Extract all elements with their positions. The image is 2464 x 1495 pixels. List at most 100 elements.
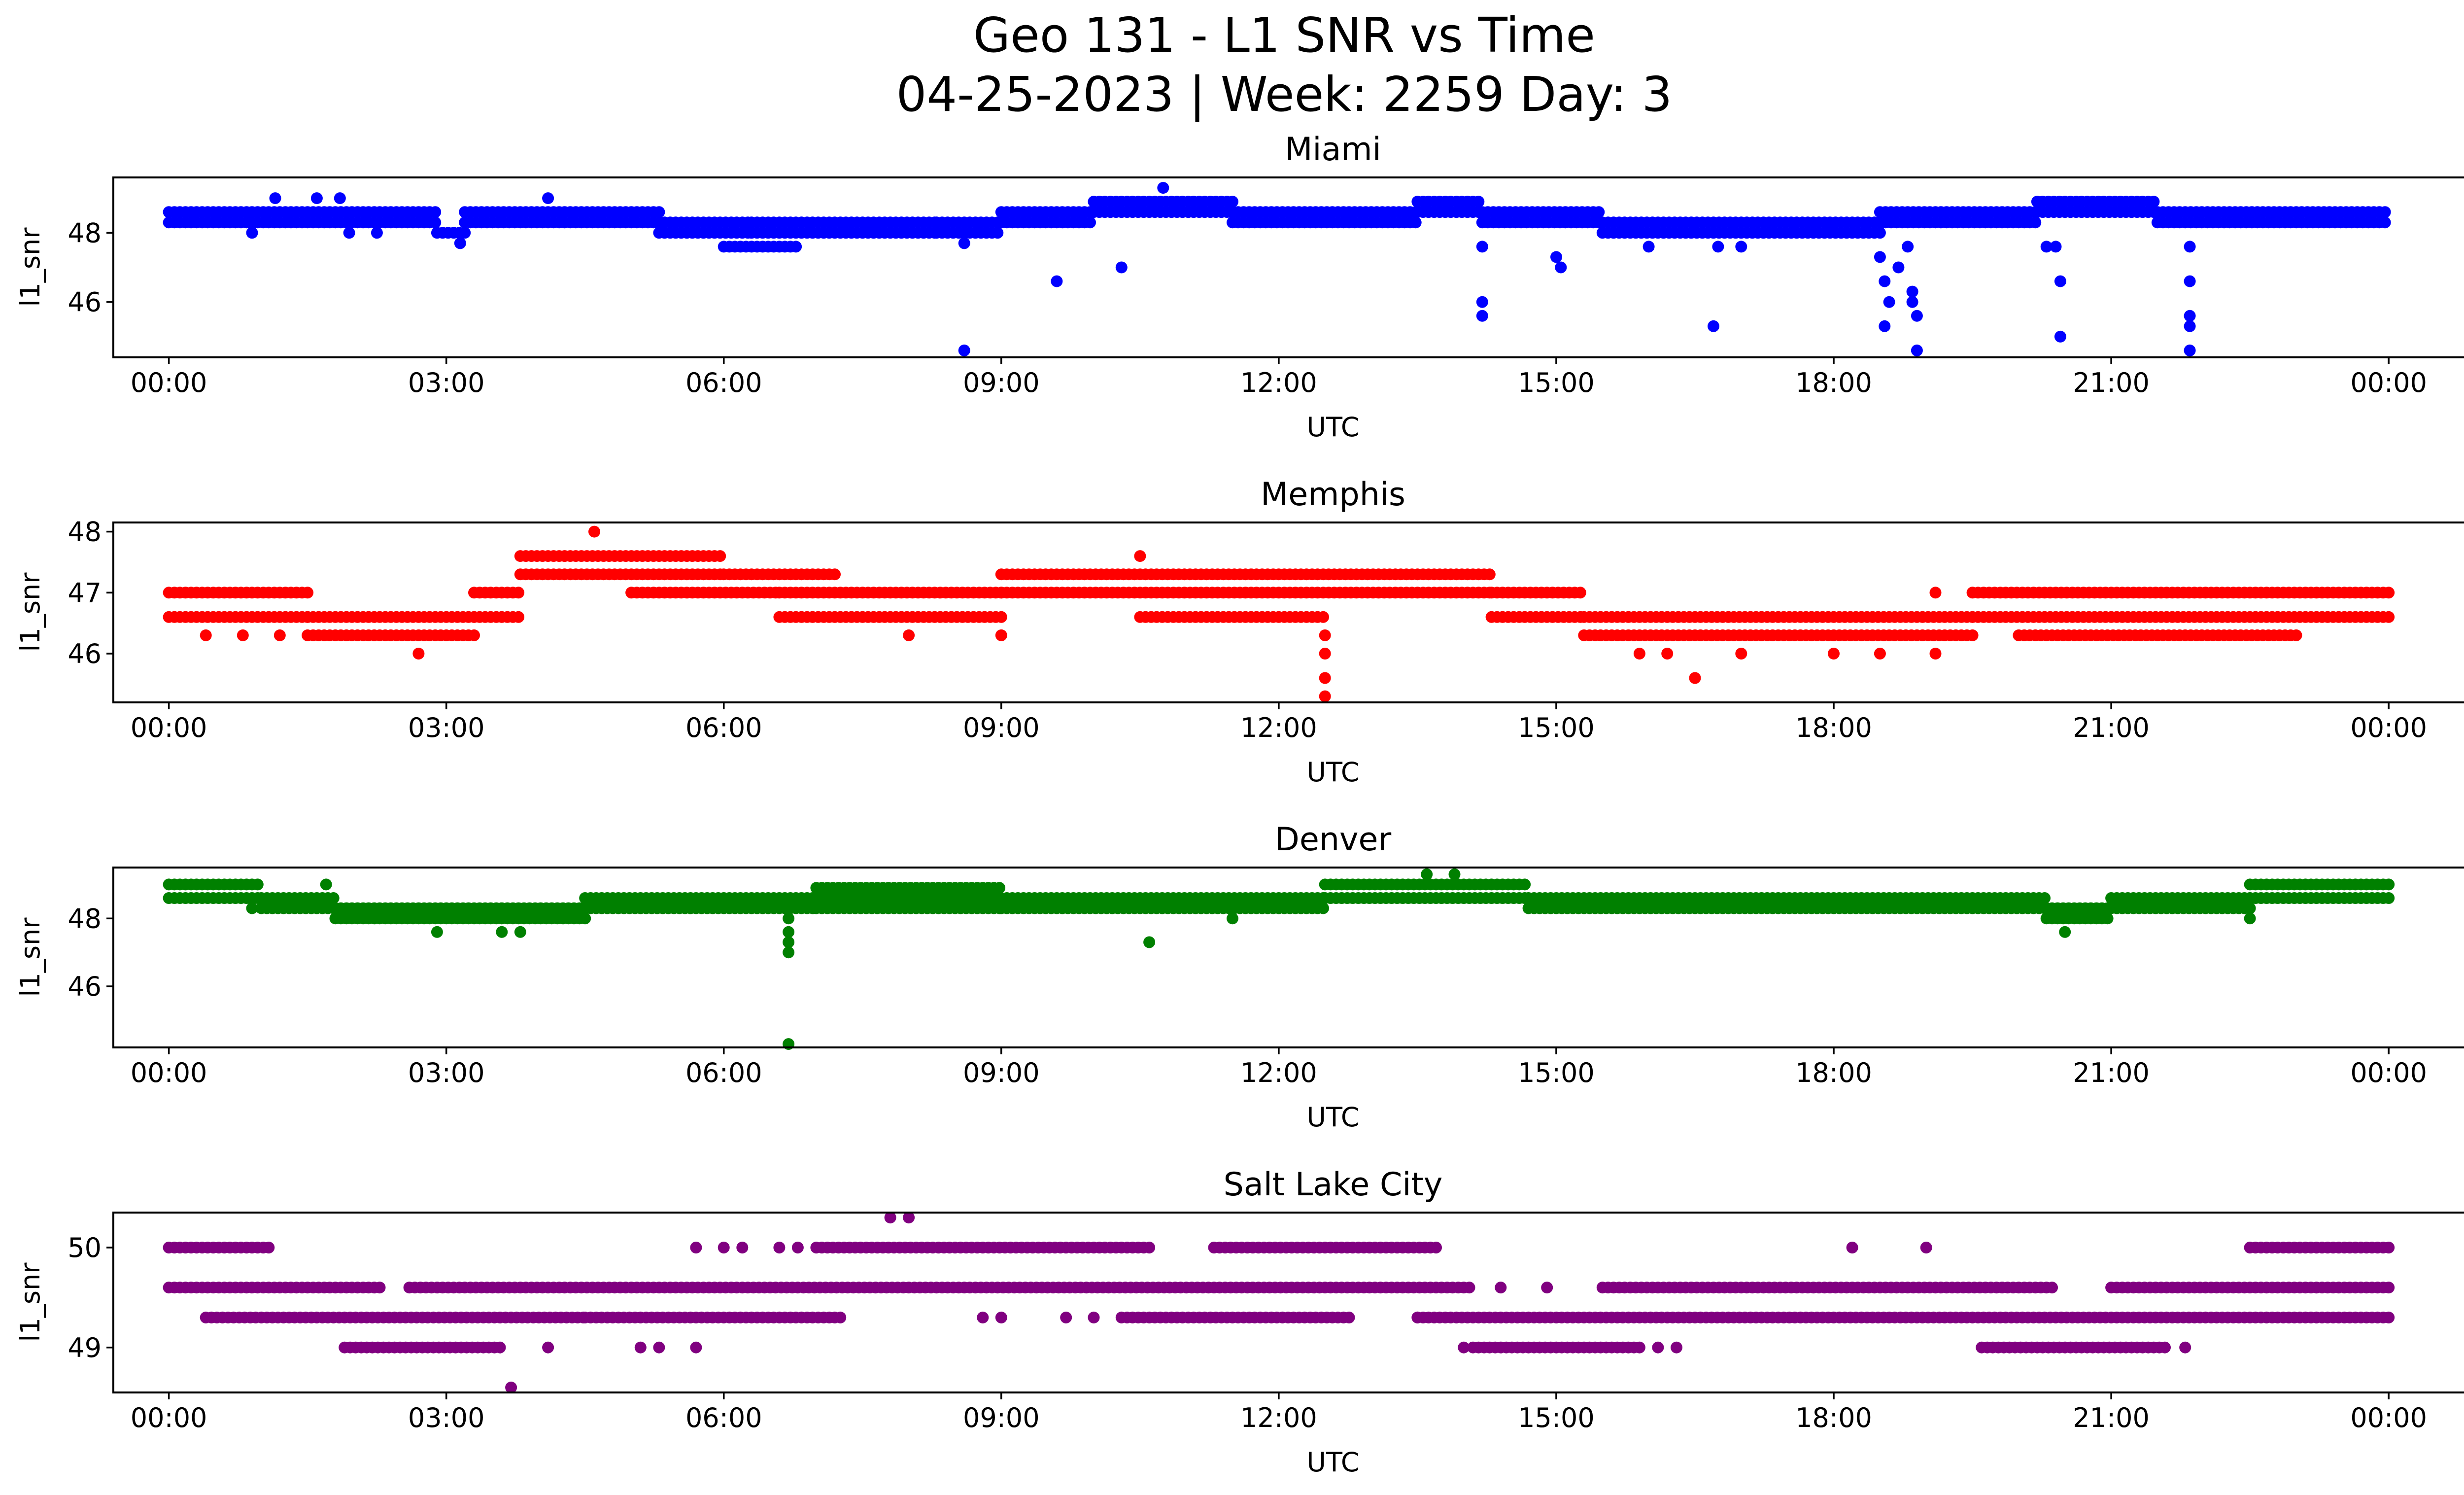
data-point: [1084, 216, 1096, 229]
y-tick-label: 48: [68, 903, 102, 934]
data-point: [714, 550, 726, 562]
data-point: [1458, 1341, 1470, 1354]
subplot-denver: Denver 00:00 03:00 06:00 09:00 12:00 15:00 18:…: [15, 821, 2464, 1133]
data-point: [1879, 275, 1891, 287]
data-point: [1911, 345, 1923, 356]
data-point: [2054, 330, 2066, 343]
data-point: [1134, 550, 1146, 562]
data-point: [1911, 310, 1923, 322]
data-point: [251, 878, 264, 891]
data-point: [1541, 1282, 1553, 1294]
data-point: [1828, 648, 1840, 660]
plot-frame: [112, 176, 2464, 358]
data-point: [1227, 912, 1238, 925]
x-tick-label: 12:00: [1240, 712, 1317, 743]
data-point: [588, 525, 600, 538]
data-point: [783, 912, 795, 925]
data-point: [773, 1242, 786, 1253]
x-tick-label: 03:00: [408, 712, 485, 743]
subplot-memphis: Memphis 00:00 03:00 06:00 09:00 12:00 15:00 18…: [15, 476, 2464, 788]
subplot-title: Denver: [1275, 821, 1392, 858]
x-tick-label: 18:00: [1795, 1402, 1872, 1433]
x-tick-label: 00:00: [131, 367, 207, 398]
x-tick-label: 21:00: [2073, 1057, 2150, 1088]
data-point: [320, 878, 332, 891]
y-tick-label: 47: [68, 577, 102, 608]
x-tick-label: 03:00: [408, 1402, 485, 1433]
y-tick-label: 49: [68, 1332, 102, 1363]
data-point: [1735, 648, 1747, 660]
x-tick-label: 15:00: [1518, 712, 1595, 743]
data-point: [903, 629, 915, 641]
x-axis-ticks: 00:00 03:00 06:00 09:00 12:00 15:00 18:00 21:00…: [131, 1392, 2427, 1433]
data-point: [1411, 1311, 1424, 1323]
data-point: [993, 882, 1006, 894]
data-point: [1633, 648, 1645, 660]
data-point: [1929, 587, 1942, 599]
scatter-points: [163, 525, 2395, 702]
data-point: [2184, 345, 2196, 356]
data-point: [1143, 936, 1156, 948]
figure-title-line1: Geo 131 - L1 SNR vs Time: [973, 7, 1595, 63]
x-tick-label: 09:00: [963, 1402, 1040, 1433]
data-point: [2290, 629, 2302, 641]
data-point: [2184, 310, 2196, 322]
x-axis-label: UTC: [1306, 412, 1359, 443]
data-point: [246, 902, 258, 914]
data-point: [459, 227, 471, 239]
data-point: [579, 912, 591, 925]
data-point: [958, 237, 970, 249]
data-point: [327, 892, 340, 904]
data-point: [2029, 216, 2042, 229]
data-point: [468, 629, 480, 641]
data-point: [1661, 648, 1674, 660]
data-point: [2040, 241, 2053, 253]
plot-frame: [112, 867, 2464, 1048]
data-point: [2148, 196, 2160, 208]
data-point: [1343, 1311, 1355, 1323]
x-tick-label: 06:00: [685, 1057, 762, 1088]
x-tick-label: 00:00: [131, 1057, 207, 1088]
data-point: [542, 192, 554, 205]
x-tick-label: 09:00: [963, 367, 1040, 398]
data-point: [1633, 1341, 1645, 1354]
y-tick-label: 48: [68, 517, 102, 548]
data-point: [829, 568, 841, 581]
data-point: [1088, 1311, 1100, 1323]
y-tick-label: 50: [68, 1232, 102, 1263]
data-point: [2379, 216, 2391, 229]
data-point: [269, 192, 281, 205]
x-tick-label: 12:00: [1240, 1057, 1317, 1088]
x-tick-label: 15:00: [1518, 1402, 1595, 1433]
data-point: [2184, 275, 2196, 287]
data-point: [690, 1242, 702, 1253]
x-tick-label: 09:00: [963, 1057, 1040, 1088]
subplot-salt-lake-city: Salt Lake City 00:00 03:00 06:00 09:00 12:00…: [15, 1166, 2464, 1478]
data-point: [1476, 310, 1488, 322]
data-point: [2039, 892, 2051, 904]
x-tick-label: 15:00: [1518, 367, 1595, 398]
data-point: [690, 1341, 702, 1354]
data-point: [2101, 912, 2114, 925]
data-point: [2046, 1282, 2058, 1294]
y-axis-ticks: 46 48: [68, 217, 113, 318]
scatter-points: [163, 868, 2395, 1050]
data-point: [2383, 587, 2395, 599]
data-point: [1902, 241, 1914, 253]
data-point: [429, 216, 442, 229]
data-point: [1317, 611, 1329, 623]
data-point: [1476, 296, 1488, 308]
subplot-title: Salt Lake City: [1224, 1166, 1443, 1203]
data-point: [2383, 878, 2395, 891]
data-point: [1550, 251, 1562, 263]
data-point: [1874, 251, 1886, 263]
data-point: [513, 587, 525, 599]
data-point: [791, 1242, 804, 1253]
data-point: [1448, 868, 1461, 880]
y-tick-label: 46: [68, 287, 102, 318]
x-axis-ticks: 00:00 03:00 06:00 09:00 12:00 15:00 18:00 21:00…: [131, 1047, 2427, 1088]
scatter-points: [163, 182, 2391, 356]
x-axis-label: UTC: [1306, 1447, 1359, 1478]
subplot-title: Memphis: [1261, 476, 1405, 513]
